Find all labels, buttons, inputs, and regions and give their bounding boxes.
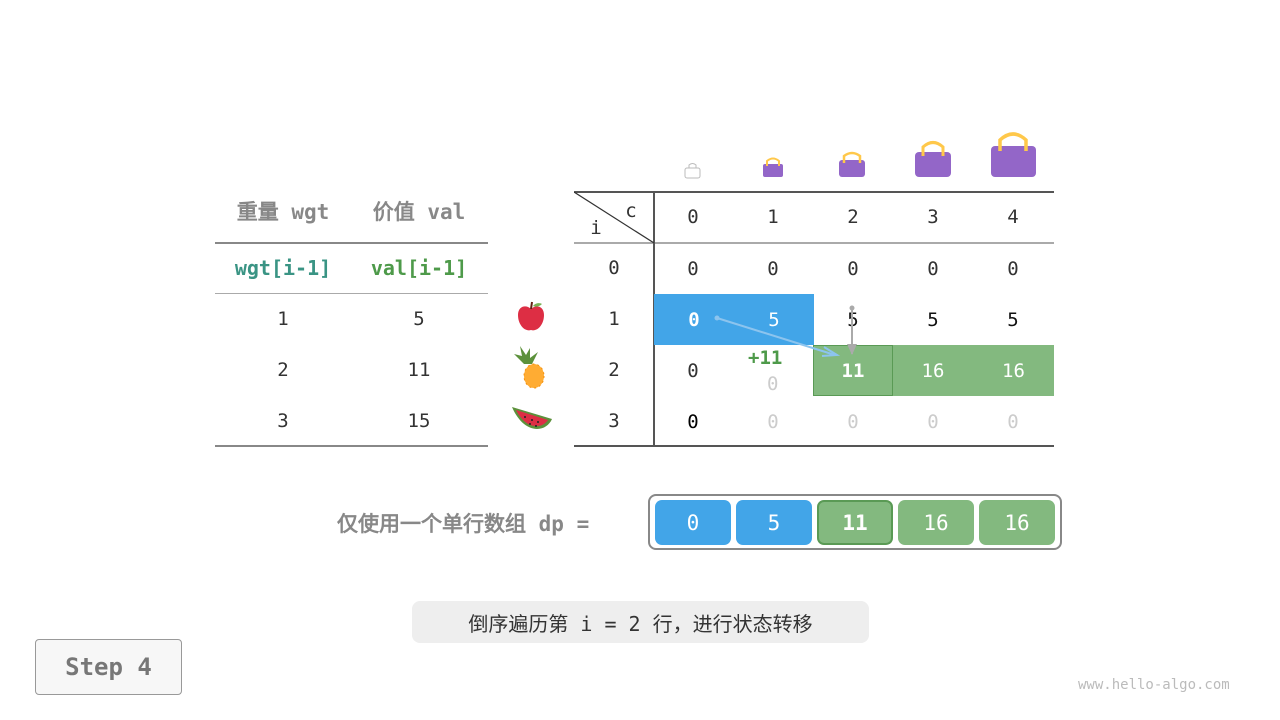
- dp-cell: 0: [847, 410, 859, 433]
- corner-i: i: [590, 217, 602, 239]
- col-header: 4: [1007, 206, 1019, 228]
- header-value: 价值 val: [372, 200, 466, 224]
- dp-cell: 0: [767, 257, 779, 280]
- wgt-2: 2: [277, 359, 289, 381]
- val-3: 15: [407, 410, 431, 432]
- dp-array-label: 仅使用一个单行数组 dp =: [337, 512, 590, 536]
- dp-array-cell: 16: [979, 500, 1055, 545]
- dp-array-cell-current: 11: [817, 500, 893, 545]
- wgt-1: 1: [277, 308, 289, 330]
- corner-diagonal: [574, 192, 654, 243]
- wgt-3: 3: [277, 410, 289, 432]
- dp-array-container: [648, 494, 1062, 550]
- row-header: 0: [608, 257, 620, 279]
- dp-cell: 5: [927, 308, 939, 331]
- subheader-val: val[i-1]: [370, 256, 468, 280]
- dp-cell-updated: 16: [973, 345, 1054, 396]
- dp-cell-updated: 16: [893, 345, 973, 396]
- divider: [574, 191, 1054, 193]
- step-button[interactable]: Step 4: [35, 639, 182, 695]
- corner-c: c: [625, 200, 637, 222]
- col-header: 1: [767, 206, 779, 228]
- caption: 倒序遍历第 i = 2 行，进行状态转移: [412, 601, 869, 643]
- plus-value-label: +11: [748, 347, 783, 369]
- subheader-wgt: wgt[i-1]: [234, 256, 332, 280]
- watermelon-icon: [512, 407, 552, 429]
- dp-cell: 0: [927, 257, 939, 280]
- divider: [215, 293, 488, 294]
- dp-array-cell: 5: [736, 500, 812, 545]
- dp-cell: 0: [687, 410, 699, 433]
- bag-icon-4: [991, 132, 1036, 177]
- pineapple-icon: [514, 346, 545, 389]
- dp-array-cell: 0: [655, 500, 731, 545]
- dp-cell: 0: [927, 410, 939, 433]
- row-header: 3: [608, 410, 620, 432]
- bag-icon-empty: [684, 163, 701, 179]
- dp-array-cell: 16: [898, 500, 974, 545]
- col-header: 2: [847, 206, 859, 228]
- col-header: 0: [687, 206, 699, 228]
- dp-cell: 0: [687, 257, 699, 280]
- dp-cell: 0: [767, 410, 779, 433]
- dp-cell: 0: [687, 359, 699, 382]
- watermark: www.hello-algo.com: [1078, 677, 1230, 693]
- header-weight: 重量 wgt: [236, 200, 330, 224]
- bag-icon-3: [915, 141, 951, 177]
- divider: [215, 445, 488, 447]
- dp-cell: 5: [1007, 308, 1019, 331]
- col-header: 3: [927, 206, 939, 228]
- apple-icon: [518, 301, 544, 331]
- bag-icon-2: [839, 151, 865, 177]
- divider: [574, 445, 1054, 447]
- dp-cell: 0: [847, 257, 859, 280]
- bag-icon-1: [763, 157, 783, 177]
- row-header: 2: [608, 359, 620, 381]
- transition-arrows: [714, 305, 857, 357]
- dp-cell: 0: [1007, 257, 1019, 280]
- val-1: 5: [413, 308, 425, 330]
- divider: [215, 242, 488, 244]
- row-header: 1: [608, 308, 620, 330]
- dp-cell: 0: [1007, 410, 1019, 433]
- dp-cell: 0: [767, 373, 779, 395]
- val-2: 11: [407, 359, 431, 381]
- divider: [574, 242, 1054, 244]
